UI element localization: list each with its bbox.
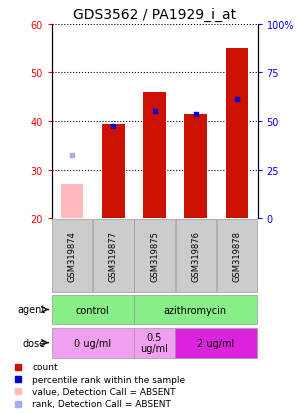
- Text: GSM319878: GSM319878: [232, 230, 241, 282]
- Bar: [102, 124, 125, 219]
- Text: 0.5
ug/ml: 0.5 ug/ml: [140, 332, 168, 354]
- Bar: [134, 220, 175, 292]
- Bar: [175, 328, 257, 358]
- Text: GSM319874: GSM319874: [68, 231, 77, 281]
- Text: dose: dose: [22, 338, 45, 348]
- Bar: [93, 220, 134, 292]
- Bar: [52, 295, 134, 325]
- Text: value, Detection Call = ABSENT: value, Detection Call = ABSENT: [32, 387, 176, 396]
- Text: azithromycin: azithromycin: [164, 305, 227, 315]
- Bar: [52, 220, 92, 292]
- Bar: [217, 220, 257, 292]
- Text: 0 ug/ml: 0 ug/ml: [74, 338, 111, 348]
- Text: GSM319877: GSM319877: [109, 230, 118, 282]
- Text: percentile rank within the sample: percentile rank within the sample: [32, 375, 185, 384]
- Bar: [175, 220, 216, 292]
- Text: count: count: [32, 362, 58, 371]
- Text: agent: agent: [17, 305, 45, 315]
- Bar: [61, 185, 83, 219]
- Text: 2 ug/ml: 2 ug/ml: [197, 338, 235, 348]
- Title: GDS3562 / PA1929_i_at: GDS3562 / PA1929_i_at: [73, 8, 236, 22]
- Text: control: control: [76, 305, 110, 315]
- Bar: [134, 328, 175, 358]
- Text: GSM319875: GSM319875: [150, 231, 159, 281]
- Bar: [185, 114, 207, 219]
- Text: rank, Detection Call = ABSENT: rank, Detection Call = ABSENT: [32, 399, 171, 408]
- Text: GSM319876: GSM319876: [191, 230, 200, 282]
- Bar: [134, 295, 257, 325]
- Bar: [143, 93, 166, 219]
- Bar: [226, 49, 248, 219]
- Bar: [52, 328, 134, 358]
